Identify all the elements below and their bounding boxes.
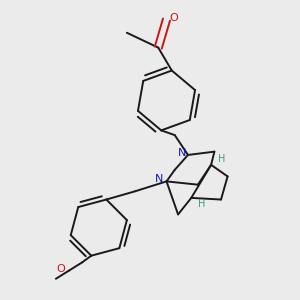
Text: N: N [178, 148, 186, 158]
Text: O: O [169, 13, 178, 23]
Text: H: H [218, 154, 226, 164]
Text: O: O [56, 264, 65, 274]
Text: H: H [199, 199, 206, 209]
Text: N: N [155, 174, 164, 184]
